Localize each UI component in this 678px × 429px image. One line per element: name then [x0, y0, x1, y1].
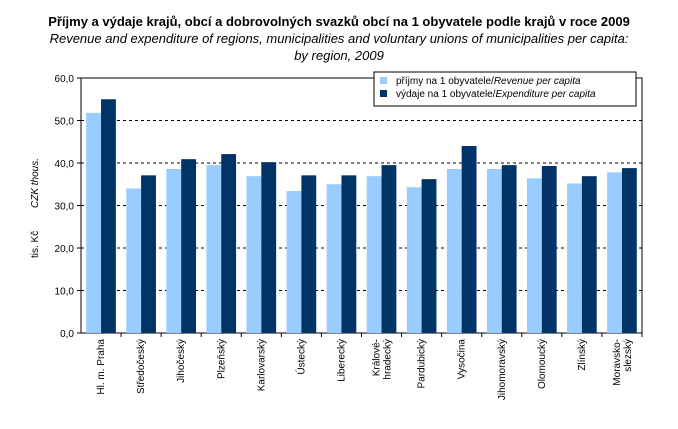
x-tick-label: Plzeňský — [216, 339, 227, 379]
y-tick-label: 50,0 — [55, 117, 75, 128]
bar-revenue — [567, 183, 582, 333]
bar-revenue — [607, 172, 622, 333]
bar-expenditure — [421, 179, 437, 333]
x-tick-label: Králové-hradecký — [372, 339, 394, 380]
x-tick-label: Pardubický — [417, 339, 428, 388]
bar-revenue — [486, 168, 502, 333]
x-tick-label: Středočeský — [136, 339, 147, 394]
bar-expenditure — [301, 175, 317, 333]
y-tick-label: 10,0 — [55, 287, 75, 298]
x-tick-label: Hl. m. Praha — [96, 339, 107, 395]
bar-revenue — [166, 168, 182, 333]
x-tick-label: Karlovarský — [256, 339, 267, 391]
y-axis-label-en: CZK thous. — [30, 158, 41, 208]
bar-expenditure — [541, 165, 557, 333]
bar-revenue — [366, 176, 382, 333]
bar-revenue — [446, 168, 462, 333]
x-tick-label: Jihomoravský — [497, 339, 508, 400]
bar-revenue — [286, 191, 302, 333]
bar-expenditure — [141, 175, 156, 333]
bar-expenditure — [101, 99, 116, 333]
legend — [373, 71, 637, 107]
bar-revenue — [246, 176, 262, 333]
bar-expenditure — [181, 159, 197, 333]
y-tick-label: 60,0 — [55, 74, 75, 85]
bar-expenditure — [341, 175, 357, 333]
y-tick-label: 30,0 — [55, 202, 75, 213]
bar-expenditure — [261, 162, 277, 333]
bar-revenue — [86, 112, 102, 333]
bar-revenue — [526, 178, 542, 333]
chart-subtitle-2: by region, 2009 — [294, 48, 384, 63]
legend-swatch — [380, 77, 387, 84]
bar-expenditure — [581, 176, 597, 333]
bar-expenditure — [461, 146, 477, 333]
y-tick-label: 20,0 — [55, 244, 75, 255]
bar-revenue — [126, 188, 142, 333]
chart-subtitle: Revenue and expenditure of regions, muni… — [49, 31, 629, 46]
y-axis-label: tis. Kč — [30, 231, 41, 258]
legend-label: příjmy na 1 obyvatele/Revenue per capita — [396, 76, 581, 87]
y-tick-label: 40,0 — [55, 159, 75, 170]
x-tick-label: Vysočina — [457, 339, 468, 380]
x-tick-label: Liberecký — [336, 339, 347, 382]
bar-expenditure — [621, 168, 637, 333]
x-tick-label: Moravsko-slezský — [612, 339, 634, 386]
y-tick-label: 0,0 — [60, 329, 74, 340]
bar-revenue — [326, 184, 342, 333]
x-tick-label: Olomoucký — [537, 339, 548, 389]
x-tick-label: Zlínský — [577, 339, 588, 371]
bar-expenditure — [501, 165, 517, 333]
x-tick-label: Ústecký — [294, 339, 307, 375]
bar-expenditure — [381, 165, 397, 333]
bar-revenue — [406, 187, 422, 333]
chart-title: Příjmy a výdaje krajů, obcí a dobrovolný… — [48, 14, 630, 29]
x-tick-label: Jihočeský — [176, 339, 187, 383]
legend-swatch — [380, 90, 387, 97]
bar-expenditure — [221, 154, 237, 333]
legend-label: výdaje na 1 obyvatele/Expenditure per ca… — [396, 89, 596, 100]
bar-revenue — [206, 165, 222, 333]
